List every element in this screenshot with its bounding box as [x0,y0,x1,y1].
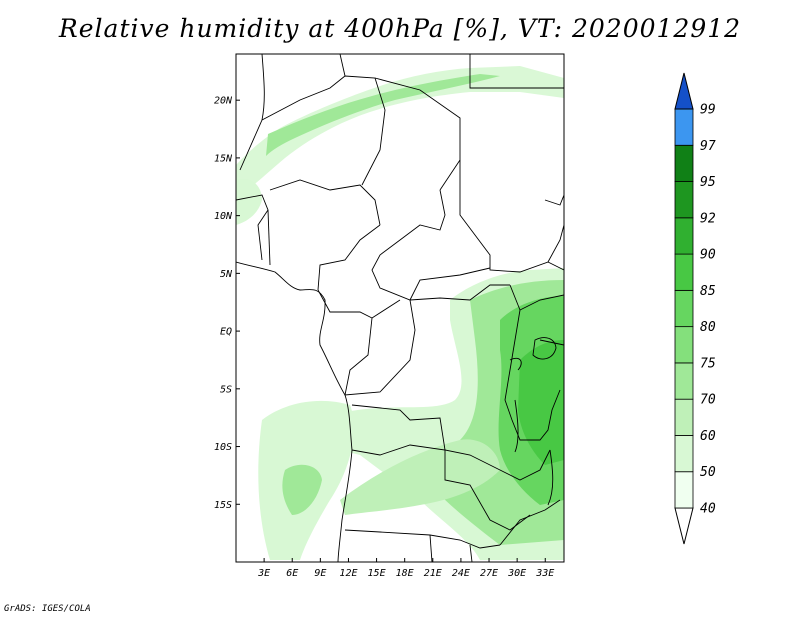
coastline [236,261,353,562]
lon-tick-label: 21E [424,568,442,579]
border-angola-zambia [351,444,531,531]
lon-tick-label: 33E [535,568,554,579]
colorbar-label: 80 [700,320,716,335]
border-namibia [344,529,501,549]
colorbar-segment [674,398,694,436]
colorbar-label: 95 [700,175,716,190]
lake-victoria-outline [509,357,522,371]
lat-tick-label: 5N [220,269,233,280]
humidity-region-east-core [518,340,564,465]
colorbar-segment [674,289,694,328]
lon-tick-label: 6E [286,568,298,579]
border-chad [371,189,491,301]
border-nigeria-cameroon [317,224,381,291]
humidity-field [236,66,564,560]
colorbar-top-arrow [674,72,694,110]
latitude-axis: 20N 15N 10N 5N EQ 5S 10S 15S [214,96,240,511]
colorbar-label: 92 [700,211,716,226]
border-drc-east [504,284,561,441]
border-congo-drc [344,299,416,396]
border-cameroon-congo [317,289,401,319]
map-title: Relative humidity at 400hPa [%], VT: 202… [58,14,742,43]
lon-tick-label: 12E [339,568,357,579]
lon-tick-label: 9E [314,568,326,579]
colorbar-segment [674,326,694,364]
humidity-patch-west [236,178,262,225]
lake-malawi [547,449,554,506]
colorbar-label: 90 [700,248,716,263]
lon-tick-label: 24E [452,568,470,579]
lat-tick-label: 10S [214,442,232,453]
lat-tick-label: 20N [214,96,233,107]
longitude-axis: 3E 6E 9E 12E 15E 18E 21E 24E 27E 30E 33E [257,558,554,579]
colorbar-label: 50 [700,465,716,480]
lat-tick-label: EQ [220,327,232,338]
lon-tick-label: 27E [480,568,498,579]
colorbar-label: 40 [700,502,716,517]
lon-tick-label: 3E [257,568,270,579]
border-zambia-zimbabwe [499,499,561,546]
border-north-3 [339,54,346,77]
border-drc-south [351,404,551,481]
border-niger-nigeria [269,179,381,226]
border-east-africa [519,194,564,346]
lake-victoria [532,337,557,360]
map-frame [235,53,565,563]
lat-tick-label: 5S [220,384,232,395]
border-benin [267,209,271,266]
colorbar-label: 70 [700,393,716,408]
colorbar-label: 99 [700,103,716,118]
lake-tanganyika [514,399,519,453]
lat-tick-label: 15S [214,500,232,511]
colorbar-label: 60 [700,429,716,444]
border-sudan [459,160,564,273]
border-car-drc [409,284,510,301]
border-north-4 [374,77,461,191]
colorbar-segment [674,471,694,509]
country-borders [236,54,564,562]
colorbar-segment [674,144,694,182]
colorbar-segment [674,435,694,473]
colorbar-bottom-arrow [674,507,694,545]
colorbar-label: 97 [700,139,716,154]
colorbar-segment [674,217,694,255]
grads-credit: GrADS: IGES/COLA [4,604,91,614]
humidity-band-south [340,439,500,515]
lon-tick-label: 30E [507,568,526,579]
humidity-region-southwest-core [282,464,322,515]
colorbar-segment [674,362,694,400]
border-north-5 [469,54,564,89]
lon-tick-label: 15E [368,568,386,579]
lon-tick-label: 18E [396,568,414,579]
border-north-2 [261,75,386,186]
colorbar-label: 85 [700,284,716,299]
colorbar-segment [674,181,694,219]
colorbar: 40 50 60 70 75 80 85 90 92 95 97 99 [674,72,716,545]
colorbar-segment [674,108,694,146]
lat-tick-label: 15N [214,153,233,164]
colorbar-label: 75 [700,356,716,371]
lat-tick-label: 10N [214,211,233,222]
colorbar-segment [674,253,694,291]
border-botswana [429,534,473,562]
